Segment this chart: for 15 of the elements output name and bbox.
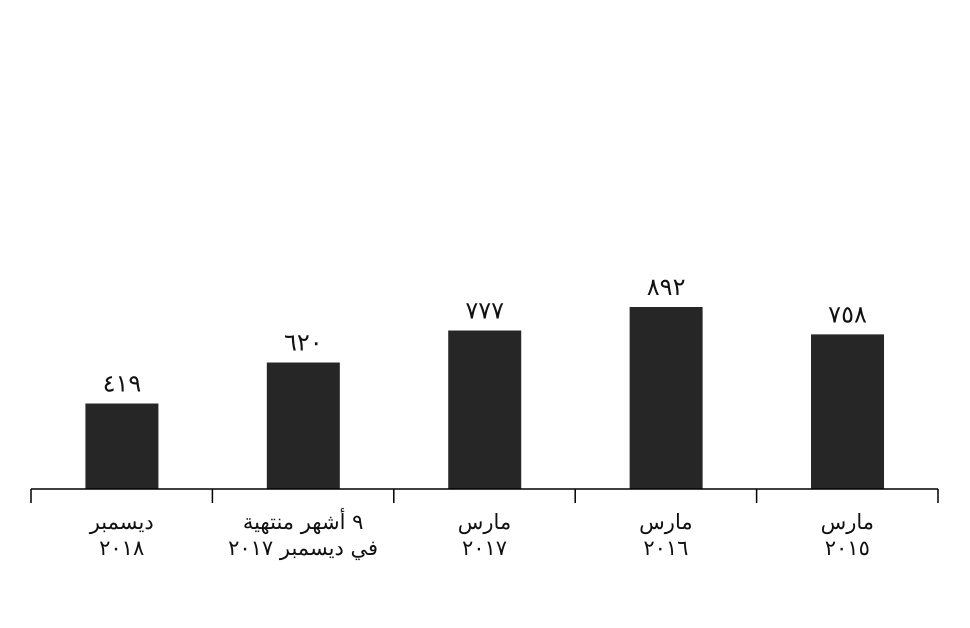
data-label: ٨٩٢ <box>646 273 686 301</box>
bar <box>85 404 158 489</box>
x-tick-label: ديسمبر ٢٠١٨ <box>88 510 154 560</box>
bar <box>630 307 703 489</box>
x-tick-label: مارس ٢٠١٦ <box>639 510 693 560</box>
bar <box>811 334 884 489</box>
data-label: ٤١٩ <box>102 370 142 398</box>
data-label: ٦٢٠ <box>284 328 323 356</box>
bar <box>266 362 340 489</box>
data-label: ٧٧٧ <box>465 296 504 324</box>
x-tick-label: ٩ أشهر منتهية في ديسمبر ٢٠١٧ <box>228 508 378 561</box>
data-label: ٧٥٨ <box>828 300 867 328</box>
x-tick-label: مارس ٢٠١٥ <box>820 510 874 560</box>
x-tick-label: مارس ٢٠١٧ <box>458 510 512 560</box>
bar <box>448 330 522 489</box>
